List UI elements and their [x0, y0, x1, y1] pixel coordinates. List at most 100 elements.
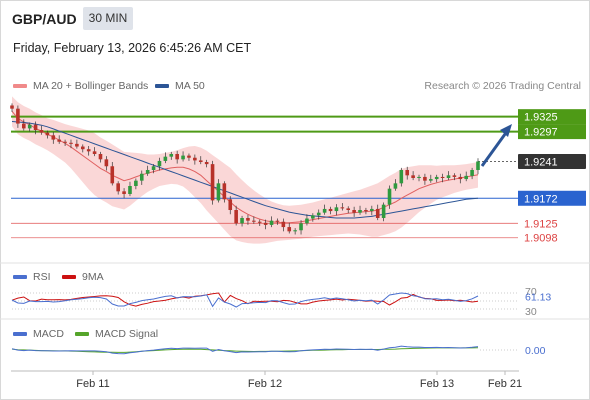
candle-body [452, 175, 457, 177]
macd-value-label: 0.00 [525, 345, 546, 357]
candle-body [21, 123, 26, 129]
ma50-swatch [155, 84, 169, 88]
legend-macd-label: MACD [33, 328, 64, 340]
candle-body [334, 207, 339, 212]
candle-body [358, 210, 362, 213]
candle-body [434, 176, 439, 180]
rsi-line [11, 292, 479, 308]
candle-body [464, 175, 469, 180]
candle-body [381, 204, 386, 218]
candle-body [122, 191, 126, 194]
candle-body [322, 208, 327, 213]
timestamp: Friday, February 13, 2026 6:45:26 AM CET [13, 41, 252, 55]
candle-body [175, 154, 179, 160]
x-label-2: Feb 13 [420, 378, 454, 390]
projection-arrow-shaft [480, 129, 510, 167]
candle-body [210, 164, 215, 201]
candle-body [204, 162, 209, 165]
candle-body [340, 207, 345, 209]
candle-body [27, 124, 32, 129]
candle-body [423, 176, 427, 181]
current-price-tag [518, 153, 586, 169]
candle-body [92, 151, 97, 154]
candle-body [98, 154, 103, 160]
legend-rsi-label: RSI [33, 271, 51, 283]
candle-body [116, 183, 120, 192]
candle-body [458, 176, 463, 180]
candle-body [364, 210, 368, 212]
candle-body [287, 227, 292, 232]
ma20-swatch [13, 84, 27, 88]
level-label-1-9098: 1.9098 [524, 233, 558, 245]
candle-body [440, 176, 445, 178]
candle-body [187, 155, 191, 158]
candle-body [269, 220, 274, 225]
candle-body [417, 176, 421, 178]
level-label-1-9297: 1.9297 [524, 127, 558, 139]
candle-body [198, 160, 203, 162]
candle-body [63, 141, 67, 143]
candle-body [151, 166, 156, 170]
candle-body [311, 215, 315, 219]
candle-body [163, 156, 168, 161]
currency-pair: GBP/AUD [12, 11, 77, 27]
candle-body [51, 135, 56, 140]
candle-body [411, 175, 415, 178]
legend-ma20-label: MA 20 + Bollinger Bands [33, 80, 149, 92]
candle-body [104, 159, 109, 167]
candle-body [240, 218, 244, 224]
rsi-ma-swatch [62, 275, 76, 279]
candle-body [134, 180, 138, 186]
candle-body [316, 212, 321, 216]
candle-body [234, 210, 238, 224]
candle-body [75, 143, 79, 147]
candle-body [16, 108, 20, 124]
candle-body [145, 170, 150, 174]
current-price-label: 1.9241 [524, 156, 558, 168]
candle-body [69, 142, 73, 144]
projection-arrow-head [500, 124, 512, 137]
macd-signal-line [11, 347, 479, 353]
level-tag-1-9297 [518, 124, 586, 140]
candle-body [257, 221, 262, 223]
candle-body [275, 220, 280, 222]
x-label-1: Feb 12 [248, 378, 282, 390]
candle-body [429, 179, 433, 181]
candle-body [157, 160, 162, 167]
candle-body [328, 208, 333, 212]
candle-body [446, 175, 451, 178]
candle-body [10, 105, 14, 109]
rsi-swatch [13, 275, 27, 279]
candle-body [375, 208, 380, 218]
candle-body [33, 124, 38, 130]
candle-body [299, 223, 303, 231]
x-label-3: Feb 21 [488, 378, 522, 390]
macd-line [11, 345, 479, 355]
timeframe-button[interactable]: 30 MIN [83, 7, 133, 30]
candle-body [139, 173, 144, 181]
level-label-1-9325: 1.9325 [524, 112, 558, 124]
candle-body [110, 166, 115, 184]
bollinger-band [12, 96, 478, 244]
legend-macd-signal-label: MACD Signal [95, 328, 159, 340]
candle-body [293, 230, 297, 232]
candle-body [346, 208, 351, 210]
candle-body [80, 146, 85, 150]
candle-body [370, 208, 374, 212]
candle-body [352, 210, 356, 213]
candle-body [222, 183, 227, 200]
macd-swatch [13, 332, 27, 336]
ma50-line [11, 121, 479, 219]
level-label-1-9172: 1.9172 [524, 193, 558, 205]
candle-body [86, 149, 91, 152]
candle-body [476, 161, 480, 170]
legend-rsi: RSI [13, 271, 51, 283]
candle-body [39, 130, 44, 133]
candle-body [169, 154, 174, 157]
ma20-line [11, 110, 479, 224]
rsi-tick-70: 70 [525, 286, 537, 298]
legend-rsi-ma: 9MA [62, 271, 104, 283]
candle-body [405, 170, 410, 176]
candle-body [387, 188, 392, 205]
